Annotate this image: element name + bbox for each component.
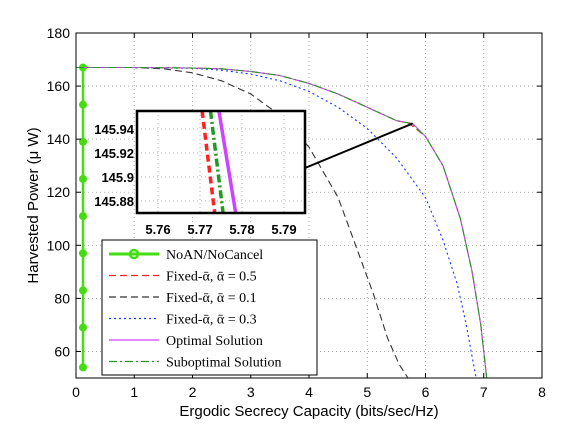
inset-x-tick-label-0: 5.76 — [145, 222, 170, 237]
y-axis-label: Harvested Power (μ W) — [25, 127, 42, 283]
legend-label-2: Fixed-ᾱ, ᾱ = 0.1 — [166, 291, 257, 306]
legend-label-4: Optimal Solution — [166, 334, 263, 349]
series-marker-0-8 — [78, 363, 87, 372]
y-tick-label-2: 100 — [47, 237, 71, 253]
x-tick-label-6: 6 — [422, 384, 430, 400]
legend-box — [101, 239, 318, 376]
legend-marker-0 — [128, 248, 140, 260]
inset-connector-line — [304, 122, 414, 169]
y-tick-label-5: 160 — [47, 78, 71, 94]
legend-label-3: Fixed-ᾱ, ᾱ = 0.3 — [166, 313, 257, 328]
x-tick-label-4: 4 — [305, 384, 313, 400]
series-marker-0-5 — [78, 249, 87, 258]
x-tick-label-3: 3 — [247, 384, 255, 400]
axis-ticks: 0 1 2 3 4 5 6 7 8 60 80 100 120 140 160 180 — [47, 25, 546, 400]
inset-x-tick-label-3: 5.79 — [271, 222, 296, 237]
x-tick-label-0: 0 — [72, 384, 80, 400]
x-axis-label: Ergodic Secrecy Capacity (bits/sec/Hz) — [179, 403, 438, 420]
inset-x-tick-label-2: 5.78 — [229, 222, 254, 237]
y-tick-label-4: 140 — [47, 131, 71, 147]
series-line-5 — [76, 66, 488, 379]
series-marker-0-1 — [78, 100, 87, 109]
x-tick-label-8: 8 — [538, 384, 546, 400]
inset-y-tick-label-0: 145.88 — [94, 194, 134, 209]
series-line-3 — [76, 66, 477, 379]
series-marker-0-7 — [78, 323, 87, 332]
series-marker-0-4 — [78, 212, 87, 221]
legend-label-5: Suboptimal Solution — [166, 356, 282, 371]
legend-label-0: NoAN/NoCancel — [166, 248, 263, 263]
inset-frame — [135, 109, 307, 215]
x-tick-label-1: 1 — [130, 384, 138, 400]
series-marker-0-3 — [78, 174, 87, 183]
series-marker-0-2 — [78, 137, 87, 146]
x-tick-label-5: 5 — [363, 384, 371, 400]
legend-label-1: Fixed-ᾱ, ᾱ = 0.5 — [166, 270, 257, 285]
series-marker-0-6 — [78, 286, 87, 295]
y-tick-label-1: 80 — [54, 290, 70, 306]
inset-series-line-1 — [208, 110, 225, 214]
inset-y-tick-label-2: 145.92 — [94, 146, 134, 161]
x-tick-label-2: 2 — [189, 384, 197, 400]
y-tick-label-3: 120 — [47, 184, 71, 200]
y-tick-label-0: 60 — [54, 343, 70, 359]
inset-x-tick-label-1: 5.77 — [187, 222, 212, 237]
x-tick-label-7: 7 — [480, 384, 488, 400]
y-tick-label-6: 180 — [47, 25, 71, 41]
inset-zoom: 5.76 5.77 5.78 5.79 145.88 145.9 145.92 145.94 — [94, 109, 414, 237]
inset-series-line-0 — [200, 110, 217, 214]
inset-y-tick-label-1: 145.9 — [101, 170, 134, 185]
legend: NoAN/NoCancel Fixed-ᾱ, ᾱ = 0.5 Fixed-ᾱ,… — [101, 239, 318, 376]
inset-y-tick-label-3: 145.94 — [94, 122, 135, 137]
inset-series-line-2 — [217, 110, 238, 214]
